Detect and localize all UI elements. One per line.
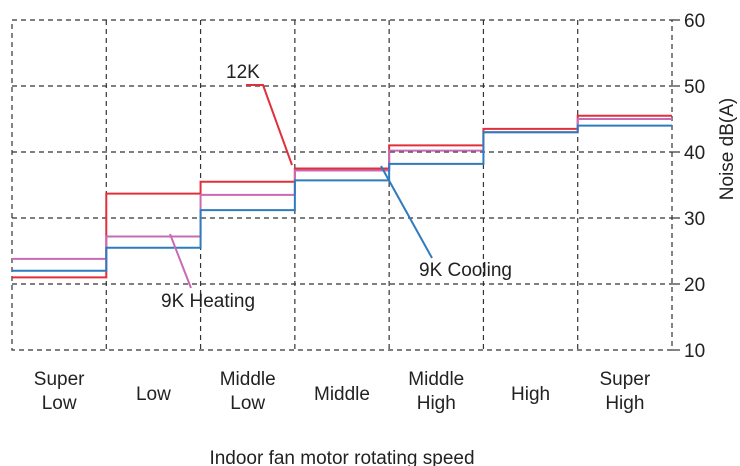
category-label: Super Low xyxy=(34,369,85,414)
category-label-line: Middle xyxy=(314,384,370,405)
category-label: Super High xyxy=(600,369,651,414)
category-label: High xyxy=(511,384,550,405)
annotation-label: 12K xyxy=(226,62,260,83)
category-label-line: Super xyxy=(600,369,651,390)
annotation-label: 9K Cooling xyxy=(419,260,512,281)
annotations: 12K 9K Heating 9K Cooling xyxy=(161,62,512,312)
category-label-line: High xyxy=(417,393,456,414)
leader-line-1 xyxy=(246,84,293,166)
category-label-line: High xyxy=(511,384,550,405)
leader-line-2 xyxy=(169,233,192,289)
plot-border xyxy=(11,19,673,351)
y-tick-label: 10 xyxy=(684,341,705,362)
category-label-line: Super xyxy=(34,369,85,390)
series-line-2 xyxy=(12,118,672,260)
y-tick-label: 30 xyxy=(684,209,705,230)
y-tick-label: 60 xyxy=(684,11,705,32)
leader-lines xyxy=(169,84,433,289)
y-axis: 10 20 30 40 50 60 xyxy=(672,11,705,362)
category-label-line: Low xyxy=(42,393,77,414)
y-tick-label: 40 xyxy=(684,143,705,164)
series-line-3 xyxy=(12,124,672,272)
y-axis-title: Noise dB(A) xyxy=(717,98,738,200)
grid xyxy=(11,19,673,351)
category-label: Middle xyxy=(314,384,370,405)
category-label: Low xyxy=(136,384,171,405)
category-label-line: High xyxy=(605,393,644,414)
x-axis-title: Indoor fan motor rotating speed xyxy=(209,448,474,466)
series-line-1 xyxy=(12,114,672,279)
y-tick-label: 50 xyxy=(684,77,705,98)
series-group xyxy=(12,114,672,279)
category-label: Middle High xyxy=(408,369,464,414)
category-label-line: Middle xyxy=(220,369,276,390)
category-label-line: Low xyxy=(230,393,265,414)
category-label-line: Middle xyxy=(408,369,464,390)
category-label: Middle Low xyxy=(220,369,276,414)
annotation-label: 9K Heating xyxy=(161,291,255,312)
category-label-line: Low xyxy=(136,384,171,405)
y-tick-label: 20 xyxy=(684,275,705,296)
x-axis-labels: Super Low Low Middle Low Middle Middle High High… xyxy=(34,369,651,414)
leader-line-3 xyxy=(380,165,433,259)
